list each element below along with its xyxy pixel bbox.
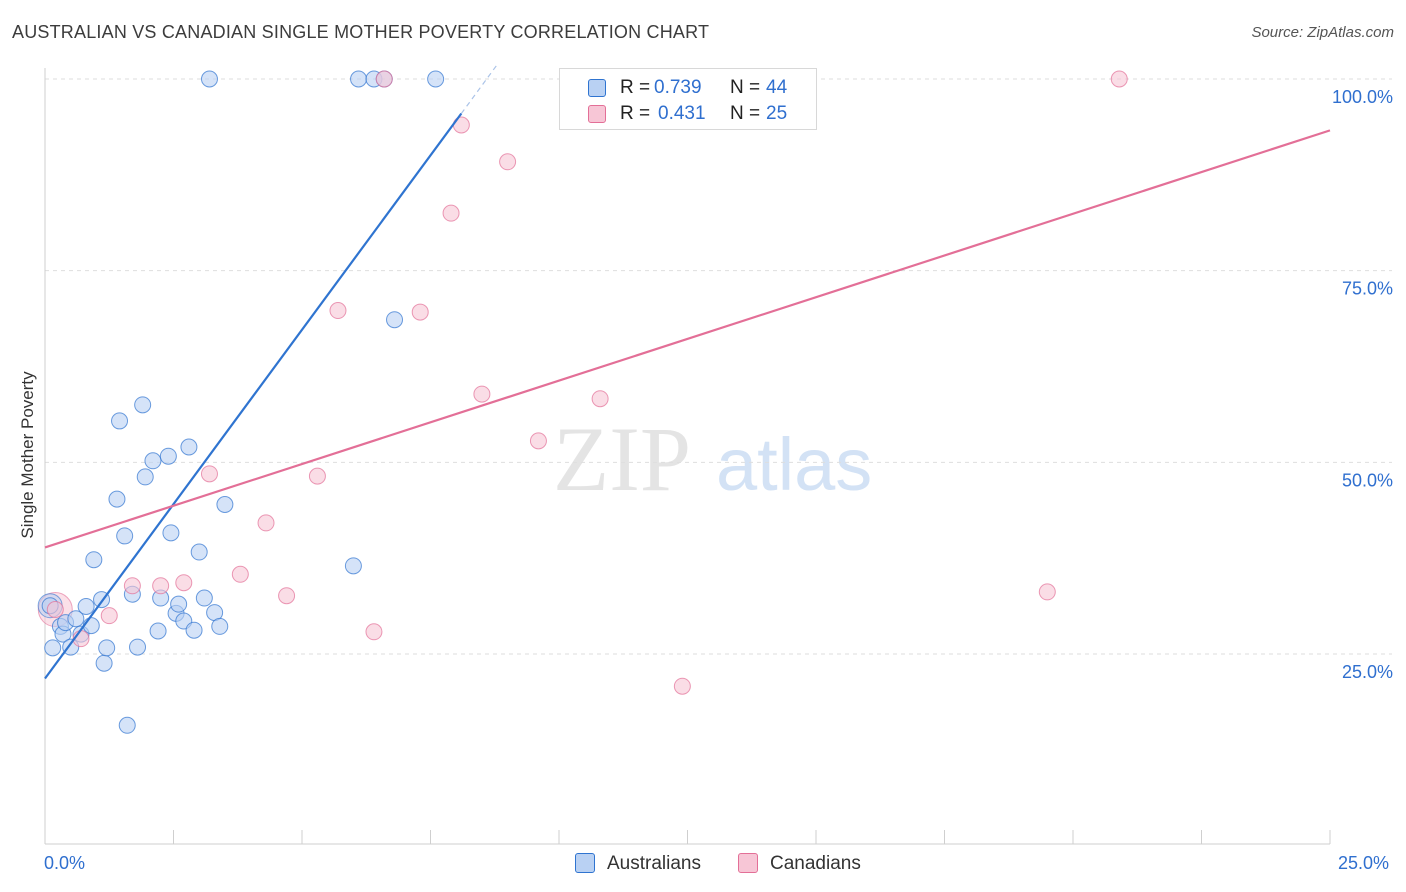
australians-point	[211, 617, 229, 635]
y-axis-label: Single Mother Poverty	[18, 371, 37, 539]
australians-point	[180, 438, 198, 456]
australians-point	[195, 589, 213, 607]
australians-point	[67, 610, 85, 628]
canadians-point	[278, 587, 296, 605]
australians-point	[200, 70, 218, 88]
data-points	[37, 70, 1128, 734]
canadians-point	[175, 574, 193, 592]
australians-point	[149, 622, 167, 640]
canadians-point	[499, 153, 517, 171]
australians-point	[108, 490, 126, 508]
canadians-point	[152, 577, 170, 595]
legend-r-label: R =	[620, 103, 651, 124]
canadians-point	[1038, 583, 1056, 601]
australians-point	[216, 496, 234, 513]
australians-point	[134, 396, 152, 414]
legend-r-label: R =	[620, 77, 651, 98]
canadians-point	[529, 432, 547, 450]
canadians-point	[411, 303, 429, 321]
australians-point	[170, 595, 188, 613]
australians-point	[185, 621, 203, 639]
canadians-point	[200, 465, 218, 483]
grid-lines	[45, 78, 1392, 655]
australians-point	[118, 716, 136, 734]
canadians-point	[308, 467, 326, 485]
legend-n-label: N =	[730, 77, 761, 98]
australians-trend-line	[44, 112, 463, 680]
australians-point	[136, 468, 154, 486]
australians-point	[162, 524, 180, 542]
correlation-legend: R = 0.739 N = 44 R = 0.431 N = 25	[559, 68, 817, 130]
canadians-point	[591, 390, 609, 408]
chart-source: Source: ZipAtlas.com	[1251, 24, 1394, 41]
australians-point	[350, 70, 368, 88]
australians-trend-extension	[460, 64, 498, 114]
canadians-point	[1110, 70, 1128, 88]
australians-swatch	[575, 853, 595, 873]
canadians-point	[329, 302, 347, 320]
canadians-point	[231, 565, 249, 583]
canadians-point	[46, 601, 64, 619]
australians-point	[98, 639, 116, 657]
canadians-point	[257, 514, 275, 532]
canadians-point	[100, 607, 118, 625]
legend-n-value: 25	[766, 103, 788, 124]
watermark-atlas: atlas	[716, 423, 872, 506]
canadians-point	[473, 385, 491, 403]
australians-point	[111, 412, 129, 430]
y-tick-label: 100.0%	[1332, 87, 1393, 107]
legend-r-value: 0.739	[654, 77, 702, 98]
y-tick-label: 25.0%	[1342, 662, 1393, 682]
x-tick-label-min: 0.0%	[44, 853, 86, 873]
legend-label-canadians: Canadians	[770, 853, 861, 874]
canadians-trend-line	[44, 129, 1331, 549]
australians-swatch	[588, 79, 606, 97]
canadians-point	[442, 204, 460, 222]
y-tick-label: 75.0%	[1342, 279, 1393, 299]
australians-point	[190, 543, 208, 561]
australians-point	[77, 597, 95, 615]
canadians-point	[123, 577, 141, 595]
australians-point	[95, 654, 113, 672]
australians-point	[386, 311, 404, 329]
canadians-swatch	[588, 105, 606, 123]
australians-point	[85, 551, 103, 569]
australians-point	[427, 70, 445, 88]
legend-n-label: N =	[730, 103, 761, 124]
australians-point	[44, 639, 62, 657]
australians-point	[116, 527, 134, 545]
australians-point	[344, 557, 362, 575]
y-tick-labels: 25.0% 50.0% 75.0% 100.0%	[1332, 87, 1393, 682]
australians-point	[129, 638, 147, 656]
canadians-point	[365, 623, 383, 641]
y-tick-label: 50.0%	[1342, 470, 1393, 490]
trend-lines	[44, 64, 1331, 680]
canadians-swatch	[738, 853, 758, 873]
australians-point	[144, 452, 162, 470]
canadians-point	[375, 70, 393, 88]
x-tick-label-max: 25.0%	[1338, 853, 1390, 873]
axes	[44, 68, 1331, 845]
legend-n-value: 44	[766, 77, 788, 98]
legend-r-value: 0.431	[658, 103, 706, 124]
canadians-point	[673, 677, 691, 695]
australians-point	[159, 447, 177, 465]
watermark-zip: ZIP	[553, 408, 691, 510]
australians-point	[82, 617, 100, 635]
chart-title: AUSTRALIAN VS CANADIAN SINGLE MOTHER POV…	[12, 22, 710, 42]
legend-label-australians: Australians	[607, 853, 701, 874]
